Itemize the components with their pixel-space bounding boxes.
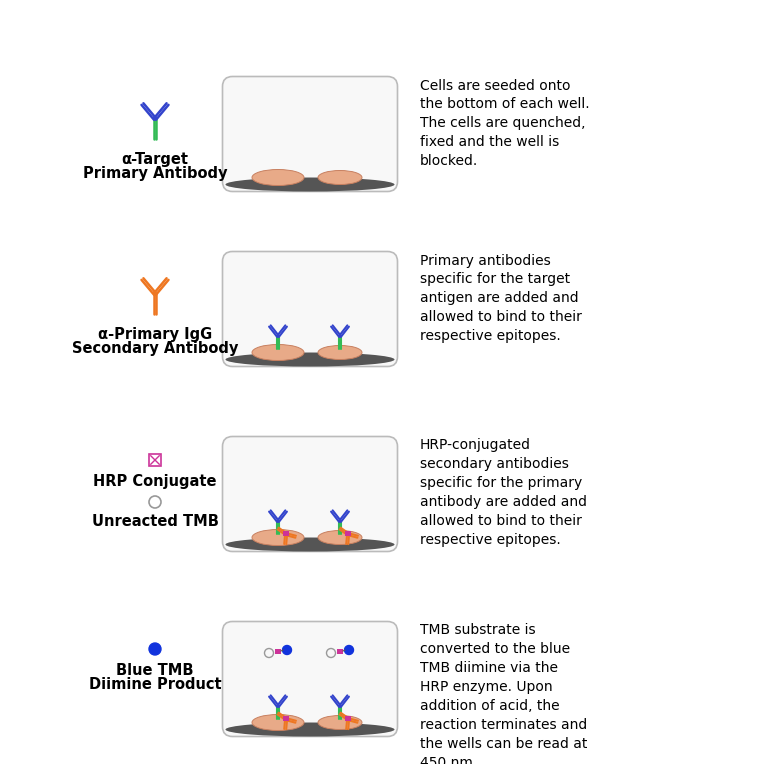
Text: α-Target: α-Target [121, 152, 189, 167]
Bar [283, 531, 289, 536]
Text: Diimine Product: Diimine Product [89, 677, 222, 692]
Ellipse shape [252, 714, 304, 730]
Ellipse shape [318, 530, 362, 545]
Text: α-Primary IgG: α-Primary IgG [98, 327, 212, 342]
Ellipse shape [252, 345, 304, 361]
Text: Blue TMB: Blue TMB [116, 663, 194, 678]
Ellipse shape [225, 177, 394, 192]
Ellipse shape [345, 646, 354, 655]
Bar [345, 716, 351, 721]
Text: TMB substrate is
converted to the blue
TMB diimine via the
HRP enzyme. Upon
addi: TMB substrate is converted to the blue T… [420, 623, 588, 764]
Ellipse shape [225, 723, 394, 736]
FancyBboxPatch shape [222, 621, 397, 736]
Text: Primary Antibody: Primary Antibody [83, 166, 227, 181]
Bar [275, 649, 281, 653]
Bar [337, 649, 343, 653]
Ellipse shape [318, 345, 362, 360]
FancyBboxPatch shape [222, 436, 397, 552]
Ellipse shape [318, 170, 362, 184]
Ellipse shape [252, 529, 304, 545]
Ellipse shape [252, 170, 304, 186]
Text: Primary antibodies
specific for the target
antigen are added and
allowed to bind: Primary antibodies specific for the targ… [420, 254, 582, 343]
Ellipse shape [225, 352, 394, 367]
Bar [149, 454, 161, 466]
Bar [345, 531, 351, 536]
Bar [283, 716, 289, 721]
FancyBboxPatch shape [222, 76, 397, 192]
Ellipse shape [149, 643, 161, 655]
Text: Unreacted TMB: Unreacted TMB [92, 514, 219, 529]
Ellipse shape [283, 646, 292, 655]
FancyBboxPatch shape [222, 251, 397, 367]
Ellipse shape [225, 538, 394, 552]
Text: HRP-conjugated
secondary antibodies
specific for the primary
antibody are added : HRP-conjugated secondary antibodies spec… [420, 439, 587, 547]
Text: Cells are seeded onto
the bottom of each well.
The cells are quenched,
fixed and: Cells are seeded onto the bottom of each… [420, 79, 590, 168]
Text: Secondary Antibody: Secondary Antibody [72, 341, 238, 356]
Text: HRP Conjugate: HRP Conjugate [93, 474, 217, 489]
Ellipse shape [318, 716, 362, 730]
